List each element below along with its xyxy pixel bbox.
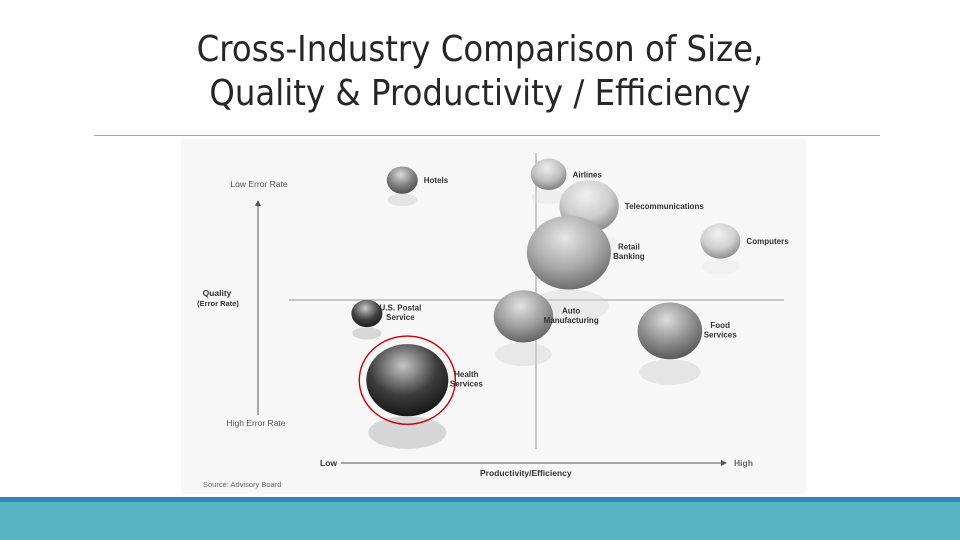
bubble-mark — [530, 158, 567, 191]
bubble-reflection — [387, 193, 417, 207]
slide-title: Cross-Industry Comparison of Size, Quali… — [48, 28, 912, 116]
bubble-reflection — [352, 327, 382, 340]
bubble-reflection — [368, 416, 447, 449]
y-bottom-label: High Error Rate — [226, 418, 285, 428]
title-line-2: Quality & Productivity / Efficiency — [209, 73, 751, 114]
bubbles-group: Hotels Airlines Telecommunications Computer… — [351, 158, 789, 449]
bubble-reflection — [495, 342, 552, 367]
x-high-label: High — [734, 458, 753, 468]
highlight-ring — [358, 335, 457, 426]
title-divider — [94, 135, 880, 136]
bubble-mark — [366, 344, 449, 417]
bubble-airlines: Airlines — [530, 158, 603, 205]
bubble-hotels: Hotels — [386, 166, 449, 207]
bubble-mark — [526, 215, 611, 290]
footer-bar — [0, 502, 960, 540]
title-line-1: Cross-Industry Comparison of Size, — [196, 29, 764, 70]
bubble-health-services: Health Services — [358, 335, 483, 449]
source-note: Source: Advisory Board — [203, 480, 281, 489]
bubble-auto-manufacturing: Auto Manufacturing — [493, 290, 599, 367]
bubble-reflection — [701, 258, 740, 275]
y-axis-title: Quality — [203, 288, 232, 298]
footer-accent-line — [0, 497, 960, 502]
bubble-u-s-postal-service: U.S. Postal Service — [351, 299, 422, 340]
bubble-label: Airlines — [573, 170, 603, 179]
bubble-reflection — [531, 190, 566, 205]
bubble-mark — [637, 302, 703, 360]
bubble-mark — [493, 290, 554, 343]
bubble-label: Health Services — [450, 370, 483, 389]
bubble-mark — [386, 166, 418, 194]
bubble-chart: Low Error Rate High Error Rate Quality (… — [181, 139, 806, 494]
bubble-label: Retail Banking — [613, 243, 645, 262]
bubble-label: Telecommunications — [625, 202, 705, 211]
chart-svg: Low Error Rate High Error Rate Quality (… — [197, 153, 789, 489]
bubble-food-services: Food Services — [637, 302, 737, 385]
y-top-label: Low Error Rate — [230, 179, 287, 189]
bubble-reflection — [639, 359, 701, 385]
bubble-label: Food Services — [704, 321, 737, 340]
bubble-label: U.S. Postal Service — [380, 304, 422, 323]
bubble-computers: Computers — [700, 223, 789, 275]
x-low-label: Low — [320, 458, 337, 468]
bubble-mark — [700, 223, 741, 259]
y-axis-subtitle: (Error Rate) — [197, 299, 239, 308]
bubble-label: Computers — [746, 237, 789, 246]
x-axis-title: Productivity/Efficiency — [480, 468, 572, 478]
bubble-label: Auto Manufacturing — [544, 306, 599, 325]
bubble-mark — [351, 299, 383, 328]
bubble-label: Hotels — [424, 176, 449, 185]
